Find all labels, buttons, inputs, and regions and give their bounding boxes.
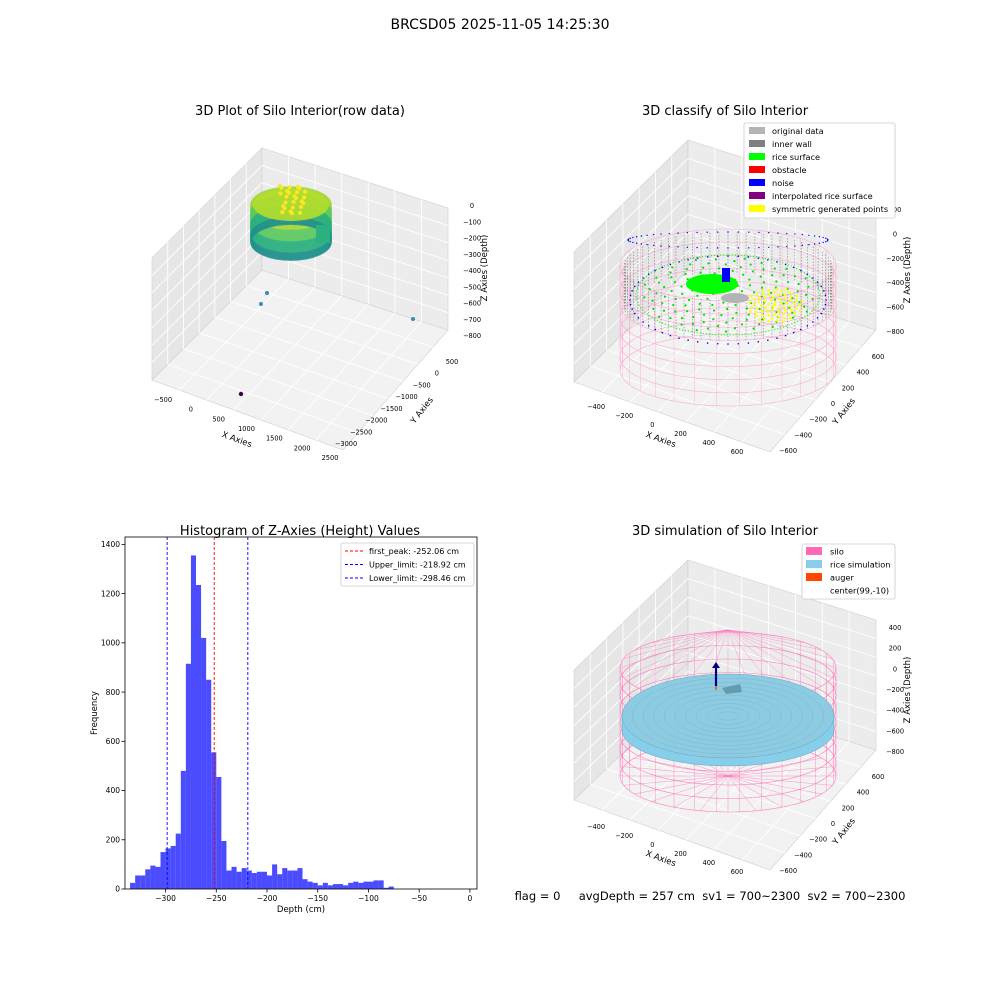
p1-z-tick-label: −100 — [463, 218, 481, 226]
status-footer: flag = 0 avgDepth = 257 cm sv1 = 700~230… — [500, 889, 920, 903]
p1-cloud-point — [302, 195, 307, 200]
p1-x-axis-label: X Axies — [220, 430, 253, 450]
gridline — [167, 363, 359, 434]
p1-cloud-point — [301, 201, 306, 206]
p1-x-tick-label: −500 — [154, 396, 172, 404]
p1-cloud-point — [294, 190, 299, 195]
gridline — [206, 286, 316, 401]
p1-cloud-top — [253, 189, 329, 221]
p1-outlier-point — [238, 391, 244, 397]
p1-cloud-point — [297, 186, 302, 191]
p1-outlier-point — [259, 302, 263, 306]
gridline — [261, 252, 449, 313]
gridline — [178, 278, 289, 391]
p1-x-tick-label: 1000 — [238, 425, 255, 433]
p1-cloud-point — [282, 206, 287, 211]
panel2-title: 3D classify of Silo Interior — [641, 104, 809, 119]
p1-cloud-point — [289, 211, 294, 216]
p1-cloud-point — [278, 191, 283, 196]
p1-cloud-point — [299, 205, 303, 209]
p1-y-tick-label: −2500 — [350, 428, 372, 436]
gridline — [151, 252, 263, 363]
sv1-text: sv1 = 700~2300 — [702, 889, 801, 903]
p1-cloud-point — [284, 194, 289, 199]
figure-title: BRCSD05 2025-11-05 14:25:30 — [390, 17, 610, 33]
gridline — [198, 332, 389, 399]
p1-cloud-point — [298, 210, 303, 215]
p1-x-tick-label: 2500 — [322, 454, 339, 462]
p1-cloud-feature — [316, 225, 330, 243]
avg-depth-text: avgDepth = 257 cm — [578, 889, 695, 903]
p1-x-tick-label: 0 — [189, 406, 193, 414]
p1-x-tick-label: 2000 — [294, 444, 311, 452]
chart-title: Histogram of Z-Axies (Height) Values — [179, 524, 421, 539]
p1-z-tick-label: −200 — [463, 235, 481, 243]
gridline — [246, 285, 434, 348]
p1-z-tick-label: −400 — [463, 267, 481, 275]
p1-cloud-point — [286, 190, 291, 195]
p1-z-tick-label: −800 — [463, 332, 481, 340]
gridline — [151, 217, 263, 329]
sv2-text: sv2 = 700~2300 — [807, 889, 906, 903]
gridline — [151, 165, 263, 276]
p1-cloud-point — [283, 200, 288, 205]
gridline — [230, 301, 419, 365]
gridline — [214, 316, 404, 382]
gridline — [151, 182, 263, 294]
p1-y-tick-label: −3000 — [335, 440, 357, 448]
p1-cloud-ring — [250, 223, 332, 261]
p1-cloud-point — [291, 199, 296, 204]
gridline — [260, 303, 369, 421]
p1-outlier-point — [265, 291, 269, 295]
p1-y-tick-label: 500 — [446, 358, 459, 366]
p1-cloud-point — [287, 185, 292, 190]
gridline — [151, 234, 263, 346]
flag-text: flag = 0 — [514, 889, 561, 903]
p1-y-tick-label: −500 — [413, 381, 431, 389]
gridline — [233, 295, 343, 411]
p1-z-tick-label: −600 — [463, 300, 481, 308]
p1-z-tick-label: −700 — [463, 316, 481, 324]
p1-outlier-point — [411, 317, 415, 321]
gridline — [288, 312, 396, 431]
panel1-title: 3D Plot of Silo Interior(row data) — [195, 104, 405, 119]
p1-y-tick-label: −1500 — [380, 405, 402, 413]
gridline — [261, 165, 449, 226]
p1-cloud-point — [280, 210, 285, 215]
p1-x-tick-label: 1500 — [266, 435, 283, 443]
p1-x-tick-label: 500 — [212, 415, 225, 423]
p1-z-axis-label: Z Axies (Depth) — [480, 235, 490, 302]
gridline — [183, 348, 374, 417]
panel4-title: 3D simulation of Silo Interior — [632, 524, 818, 539]
p1-cloud-point — [279, 185, 284, 190]
gridline — [151, 199, 263, 311]
p1-y-tick-label: −2000 — [365, 417, 387, 425]
p1-z-tick-label: 0 — [470, 202, 474, 210]
p1-cloud-point — [303, 189, 308, 194]
gridline — [315, 321, 422, 441]
p1-cloud-point — [294, 196, 298, 200]
p1-y-tick-label: −1000 — [395, 393, 417, 401]
p1-z-tick-label: −500 — [463, 283, 481, 291]
p1-cloud-point — [290, 205, 295, 210]
p1-y-tick-label: 0 — [435, 370, 439, 378]
p1-z-tick-label: −300 — [463, 251, 481, 259]
